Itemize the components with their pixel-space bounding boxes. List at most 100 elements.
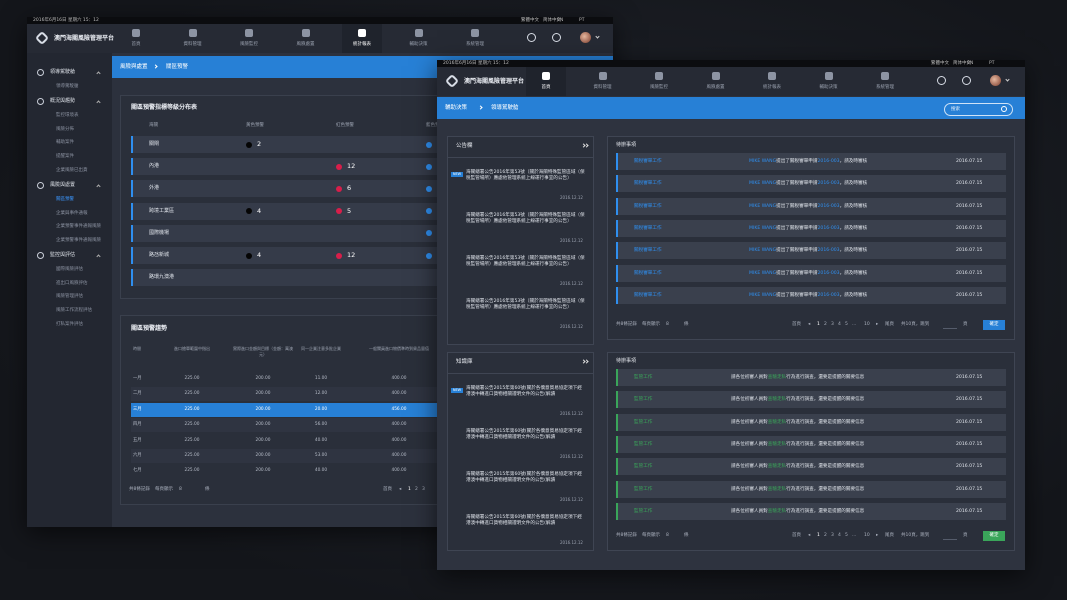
pager-page[interactable]: ... (852, 322, 857, 327)
pager-page[interactable]: 2 (824, 533, 827, 538)
nav-item[interactable]: 系統管理 (466, 42, 484, 47)
todo-row[interactable]: 監管工作 請各位初審人員對查驗走私行為進行調查，還要是提醒的關要信息 2016.07… (616, 435, 1006, 453)
pager-page[interactable]: 4 (838, 533, 841, 538)
breadcrumb-item[interactable]: 風險與處置 (120, 64, 148, 70)
nav-item[interactable]: 統計報表 (763, 85, 781, 90)
sidebar-group[interactable]: 概況與趨勢 (50, 98, 76, 104)
pager-page[interactable]: 2 (415, 487, 418, 492)
jump-input[interactable] (943, 532, 957, 540)
pager-page[interactable]: 4 (838, 322, 841, 327)
notice-text[interactable]: 海關總署公告2015年第60號(關於各僑意貿易協定項下經港澳中轉進口貨物相關證明… (466, 429, 582, 440)
sidebar-item[interactable]: 企業風險已出貨 (56, 167, 88, 173)
search-box[interactable]: 搜索 (944, 103, 1013, 116)
pager-page[interactable]: ... (852, 533, 857, 538)
language-option[interactable]: EN (557, 18, 564, 23)
confirm-button[interactable]: 確定 (983, 531, 1005, 541)
pager-page[interactable]: 5 (845, 322, 848, 327)
confirm-button[interactable]: 確定 (983, 320, 1005, 330)
todo-row[interactable]: 監管工作 請各位初審人員對查驗走私行為進行調查，還要是提醒的關要信息 2016.07… (616, 391, 1006, 409)
pager-first[interactable]: 首頁 (792, 322, 801, 327)
more-arrow[interactable] (584, 143, 589, 148)
todo-row[interactable]: 關稅審單工作 MIKE WANG提出了關稅審單申請2016-003，請及時審核 20… (616, 242, 1006, 260)
sidebar-item[interactable]: 進出口風險評估 (56, 280, 88, 286)
language-option[interactable]: EN (967, 61, 974, 66)
language-option[interactable]: 简体中文 (953, 61, 971, 66)
jump-input[interactable] (943, 321, 957, 329)
sidebar-item[interactable]: 風險管理評估 (56, 294, 83, 300)
todo-row[interactable]: 監管工作 請各位初審人員對查驗走私行為進行調查，還要是提醒的關要信息 2016.07… (616, 502, 1006, 520)
pager-page[interactable]: 10 (864, 322, 870, 327)
header-icon[interactable] (937, 76, 946, 85)
nav-item[interactable]: 風險處置 (706, 85, 725, 90)
nav-item[interactable]: 資料管理 (183, 42, 202, 47)
pager-page[interactable]: 1 (817, 322, 820, 327)
nav-item[interactable]: 首頁 (541, 85, 551, 90)
pager-page[interactable]: 5 (845, 533, 848, 538)
notice-text[interactable]: 海關總署公告2015年第60號(關於各僑意貿易協定項下經港澳中轉進口貨物相關證明… (466, 386, 582, 397)
pager-page[interactable]: 1 (408, 487, 411, 492)
sidebar-item[interactable]: 領導駕駛艙 (56, 84, 79, 89)
language-option[interactable]: 繁體中文 (931, 61, 949, 66)
notice-text[interactable]: 海關總署公告2016年第53號（關於海關特殊監管區域（保稅監管場所）應處他管理系… (466, 299, 585, 310)
nav-item[interactable]: 資料管理 (593, 85, 612, 90)
nav-item[interactable]: 輔助決策 (409, 42, 428, 47)
pager-first[interactable]: 首頁 (792, 533, 801, 538)
sidebar-item[interactable]: 監控環境表 (56, 113, 79, 118)
pager-next[interactable]: ▸ (876, 533, 879, 538)
notice-text[interactable]: 海關總署公告2015年第60號(關於各僑意貿易協定項下經港澳中轉進口貨物相關證明… (466, 472, 582, 483)
sidebar-group[interactable]: 風險與處置 (50, 181, 76, 188)
pager-page[interactable]: 3 (422, 487, 425, 492)
nav-item[interactable]: 風險監控 (650, 85, 668, 90)
sidebar-item[interactable]: 國際風險評估 (56, 266, 83, 272)
per-page-select[interactable]: 8 (179, 487, 182, 492)
todo-row[interactable]: 關稅審單工作 MIKE WANG提出了關稅審單申請2016-003，請及時審核 20… (616, 175, 1006, 193)
pager-prev[interactable]: ◂ (808, 533, 811, 538)
pager-page[interactable]: 3 (831, 322, 834, 327)
per-page-select[interactable]: 8 (666, 533, 669, 538)
sidebar-item[interactable]: 輔助案件 (56, 140, 74, 146)
notice-text[interactable]: 海關總署公告2016年第53號（關於海關特殊監管區域（保稅監管場所）應處他管理系… (466, 256, 585, 267)
sidebar-item[interactable]: 風險工作流程評估 (56, 308, 92, 313)
todo-row[interactable]: 關稅審單工作 MIKE WANG提出了關稅審單申請2016-003，請及時審核 20… (616, 264, 1006, 282)
sidebar-group[interactable]: 領導駕駛艙 (50, 69, 76, 75)
sidebar-group[interactable]: 監控與評估 (50, 251, 76, 258)
pager-page[interactable]: 3 (831, 533, 834, 538)
language-option[interactable]: PT (989, 61, 995, 66)
todo-row[interactable]: 監管工作 請各位初審人員對查驗走私行為進行調查，還要是提醒的關要信息 2016.07… (616, 413, 1006, 431)
sidebar-item[interactable]: 風險分佈 (56, 126, 74, 132)
language-option[interactable]: PT (579, 18, 585, 23)
nav-item[interactable]: 風險處置 (296, 42, 315, 47)
todo-row[interactable]: 監管工作 請各位初審人員對查驗走私行為進行調查，還要是提醒的關要信息 2016.07… (616, 369, 1006, 386)
header-icon[interactable] (962, 76, 971, 85)
sidebar-item[interactable]: 打私案件評估 (56, 321, 83, 327)
notice-text[interactable]: 海關總署公告2016年第53號（關於海關特殊監管區域（保稅監管場所）應處他管理系… (466, 170, 585, 181)
pager-page[interactable]: 1 (817, 533, 820, 538)
nav-item[interactable]: 首頁 (131, 42, 141, 47)
todo-row[interactable]: 監管工作 請各位初審人員對查驗走私行為進行調查，還要是提醒的關要信息 2016.07… (616, 480, 1006, 498)
pager-page[interactable]: 2 (824, 322, 827, 327)
notice-text[interactable]: 海關總署公告2016年第53號（關於海關特殊監管區域（保稅監管場所）應處他管理系… (466, 213, 585, 224)
pager-next[interactable]: ▸ (876, 322, 879, 327)
pager-page[interactable]: 10 (864, 533, 870, 538)
pager-last[interactable]: 尾頁 (885, 533, 894, 538)
sidebar-item[interactable]: 企業預警事件通報風險 (56, 224, 101, 230)
avatar[interactable] (990, 75, 1001, 86)
nav-item[interactable]: 輔助決策 (819, 85, 838, 90)
todo-row[interactable]: 關稅審單工作 MIKE WANG提出了關稅審單申請2016-003，請及時審核 20… (616, 286, 1006, 304)
sidebar-item[interactable]: 關區預警 (56, 196, 74, 202)
language-option[interactable]: 繁體中文 (521, 18, 539, 23)
nav-item[interactable]: 統計報表 (353, 42, 371, 47)
todo-row[interactable]: 關稅審單工作 MIKE WANG提出了關稅審單申請2016-003，請及時審核 20… (616, 197, 1006, 215)
sidebar-item[interactable]: 企業預警事件通報風險 (56, 237, 101, 243)
more-arrow[interactable] (584, 359, 589, 364)
sidebar-item[interactable]: 提醒案件 (56, 154, 74, 160)
todo-row[interactable]: 監管工作 請各位初審人員對查驗走私行為進行調查，還要是提醒的關要信息 2016.07… (616, 458, 1006, 476)
todo-row[interactable]: 關稅審單工作 MIKE WANG提出了關稅審單申請2016-003，請及時審核 20… (616, 153, 1006, 170)
breadcrumb-item[interactable]: 輔助決策 (445, 105, 468, 111)
nav-item[interactable]: 風險監控 (240, 42, 258, 47)
todo-row[interactable]: 關稅審單工作 MIKE WANG提出了關稅審單申請2016-003，請及時審核 20… (616, 219, 1006, 237)
avatar[interactable] (580, 32, 591, 43)
header-icon[interactable] (527, 33, 536, 42)
nav-item[interactable]: 系統管理 (876, 85, 894, 90)
pager-first[interactable]: 首頁 (383, 487, 392, 492)
